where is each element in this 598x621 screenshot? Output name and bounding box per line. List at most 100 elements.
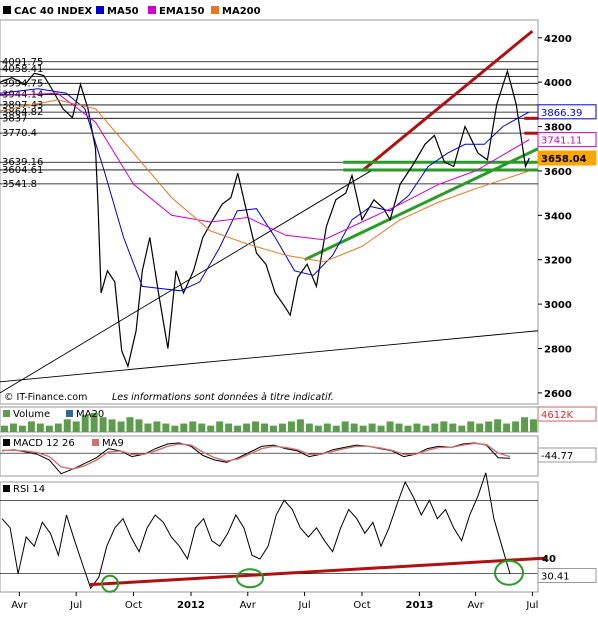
volume-bar — [449, 423, 457, 432]
volume-bar — [350, 423, 358, 432]
x-tick-label: Jul — [69, 600, 82, 611]
volume-bar — [198, 423, 206, 432]
rsi-circle-marker — [101, 574, 119, 593]
volume-bar — [422, 425, 430, 432]
x-tick-label: Avr — [240, 600, 257, 611]
ema150-value-label: 3741.11 — [541, 136, 582, 147]
rsi-reference-label: 40 — [542, 554, 556, 565]
ema150-legend-label: EMA150 — [159, 6, 204, 17]
x-tick-label: Oct — [125, 600, 142, 611]
chart-title: CAC 40 INDEX — [14, 6, 93, 17]
x-tick-label: Oct — [353, 600, 370, 611]
ma50-series — [0, 88, 530, 292]
volume-bar — [512, 421, 520, 432]
volume-bar — [126, 417, 134, 432]
price-panel-frame — [0, 19, 539, 405]
rsi-circle-marker — [494, 559, 524, 586]
ma9-legend-label: MA9 — [102, 438, 124, 449]
volume-bar — [162, 423, 170, 432]
volume-bar — [207, 425, 215, 432]
y-tick-label: 2800 — [544, 345, 572, 356]
ema150-value-box — [537, 132, 597, 148]
volume-bar — [9, 423, 17, 432]
x-tick-label: Avr — [11, 600, 28, 611]
ema150-series — [0, 92, 530, 241]
ma9-series — [2, 442, 511, 470]
volume-bar — [341, 421, 349, 432]
volume-bar — [1, 425, 8, 432]
volume-bar — [377, 425, 385, 432]
y-tick-label: 2600 — [544, 389, 572, 400]
volume-bar — [252, 421, 260, 432]
ma200-series — [0, 99, 530, 263]
volume-bar — [458, 425, 466, 432]
volume-bar — [386, 421, 394, 432]
volume-legend-label: Volume — [13, 409, 50, 420]
rsi-series — [1, 472, 511, 590]
volume-bar — [314, 425, 322, 432]
horizontal-level-label: 3837 — [2, 113, 27, 124]
volume-bar — [216, 421, 224, 432]
volume-bar — [521, 417, 529, 432]
horizontal-level-label: 4091.75 — [2, 57, 43, 68]
ma200-legend-label: MA200 — [222, 6, 261, 17]
macd-value-box — [537, 447, 597, 463]
volume-bar — [45, 425, 53, 432]
macd-panel: MACD 12 26 MA9 -44.77 — [0, 435, 597, 477]
horizontal-level-label: 3639.16 — [2, 157, 43, 168]
horizontal-level-label: 3604.61 — [2, 165, 43, 176]
copyright-text: © IT-Finance.com — [4, 392, 87, 403]
volume-bar — [332, 425, 340, 432]
volume-bar — [81, 415, 89, 432]
volume-bar — [530, 419, 537, 432]
volume-bar — [135, 419, 143, 432]
volume-bar — [225, 423, 233, 432]
last-value-box — [537, 150, 597, 166]
volume-bar — [503, 423, 511, 432]
volume-bar — [18, 425, 26, 432]
volume-bar — [270, 425, 277, 432]
y-tick-label: 4000 — [544, 78, 572, 89]
volume-bar — [117, 421, 125, 432]
rsi-value-box — [537, 568, 597, 583]
rsi-circle-marker — [236, 568, 264, 589]
x-tick-label: 2013 — [405, 600, 433, 611]
volume-bar — [278, 423, 286, 432]
volume-bar — [467, 421, 475, 432]
macd-legend-label: MACD 12 26 — [13, 438, 75, 449]
macd-swatch — [3, 439, 10, 446]
volume-bar — [108, 419, 116, 432]
title-swatch — [3, 6, 11, 14]
ema150-swatch — [148, 6, 156, 14]
volume-bar — [476, 423, 484, 432]
ma20-legend-label: MA20 — [76, 409, 104, 420]
volume-bar — [368, 423, 376, 432]
volume-bar — [413, 423, 421, 432]
ma20-swatch — [66, 410, 73, 417]
volume-bar — [305, 423, 313, 432]
y-tick-label: 3400 — [544, 211, 572, 222]
rsi-value-label: 30.41 — [541, 572, 570, 583]
macd-panel-frame — [0, 435, 539, 477]
x-axis: Avr Jul Oct 2012 Avr Jul Oct 2013 Avr Jul — [11, 592, 538, 611]
volume-bar — [144, 423, 152, 432]
volume-bar — [440, 421, 448, 432]
volume-bar — [243, 423, 251, 432]
rsi-swatch — [3, 485, 10, 492]
volume-bar — [485, 421, 493, 432]
horizontal-level-label: 4058.41 — [2, 64, 43, 75]
volume-bar — [180, 423, 188, 432]
volume-panel: Volume MA20 4612K — [0, 406, 597, 433]
volume-bar — [395, 423, 403, 432]
black-trendline — [0, 170, 371, 394]
ma9-swatch — [92, 439, 99, 446]
y-tick-label: 3600 — [544, 167, 572, 178]
green-trendline — [303, 147, 539, 262]
ma50-value-label: 3866.39 — [541, 108, 582, 119]
x-tick-label: Jul — [298, 600, 311, 611]
volume-bar — [72, 421, 80, 432]
volume-value-box — [537, 406, 597, 422]
volume-bar — [63, 419, 71, 432]
rsi-panel-frame — [0, 481, 539, 593]
